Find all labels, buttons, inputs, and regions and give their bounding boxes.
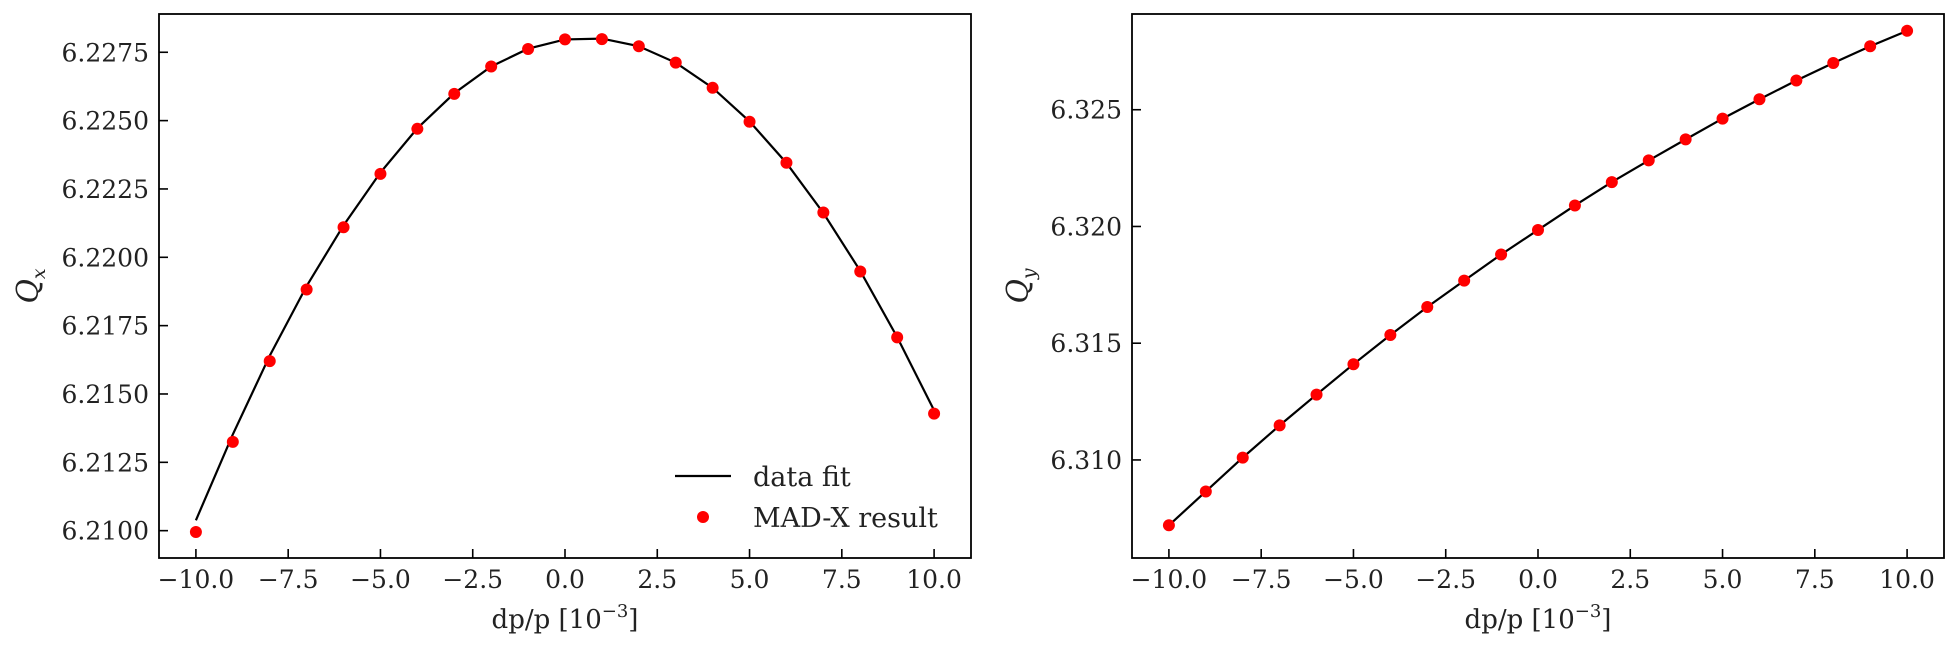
qy-x-tick-label: 0.0 xyxy=(1518,565,1558,594)
qx-x-tick-label: −5.0 xyxy=(350,565,411,594)
qx-data-point xyxy=(485,60,498,73)
qy-x-tick-label: −10.0 xyxy=(1131,565,1208,594)
qx-y-tick-label: 6.2125 xyxy=(62,448,149,477)
qy-x-tick-label: 10.0 xyxy=(1879,565,1935,594)
qx-y-tick-label: 6.2150 xyxy=(62,380,149,409)
qx-y-tick-label: 6.2225 xyxy=(62,175,149,204)
qy-data-point xyxy=(1864,40,1877,53)
qx-x-axis-label: dp/p [10−3] xyxy=(492,601,639,635)
qx-x-tick-label: −7.5 xyxy=(258,565,319,594)
qy-data-point xyxy=(1532,223,1544,236)
qx-data-point xyxy=(817,206,830,219)
qy-data-point xyxy=(1384,329,1397,342)
qx-data-point xyxy=(706,81,719,94)
qy-data-point xyxy=(1458,274,1471,287)
qx-data-point xyxy=(263,355,276,368)
qx-data-point xyxy=(669,56,682,69)
qy-plot-frame xyxy=(1131,13,1945,559)
qx-data-point xyxy=(891,331,904,344)
qy-data-point xyxy=(1199,485,1212,498)
qx-data-point xyxy=(780,156,793,169)
qx-y-tick-label: 6.2275 xyxy=(62,38,149,67)
qy-x-tick-label: 7.5 xyxy=(1795,565,1835,594)
qy-y-tick-label: 6.315 xyxy=(1050,329,1122,358)
legend: data fit MAD-X result xyxy=(675,462,938,534)
qx-data-point xyxy=(448,87,461,100)
qy-data-point xyxy=(1347,358,1360,371)
qx-y-tick-label: 6.2100 xyxy=(62,517,149,546)
qx-x-tick-label: 0.0 xyxy=(545,565,585,594)
qy-panel: −10.0 −7.5 −5.0 −2.5 0.0 2.5 5.0 7.5 10.0 6.310 6.… xyxy=(1001,13,1945,635)
qx-data-point xyxy=(632,40,645,53)
qx-y-axis-label: Qx xyxy=(11,268,50,304)
qy-data-point xyxy=(1273,419,1286,432)
qy-data-point xyxy=(1642,154,1655,167)
qx-data-point xyxy=(300,283,313,296)
qx-fit-line xyxy=(194,37,936,521)
qy-y-tick-label: 6.325 xyxy=(1050,96,1122,125)
qx-data-point xyxy=(522,42,535,55)
qy-data-point xyxy=(1495,248,1508,261)
qx-ticks: −10.0 −7.5 −5.0 −2.5 0.0 2.5 5.0 7.5 10.0 6.2100 6… xyxy=(62,38,962,594)
qy-x-tick-label: −2.5 xyxy=(1415,565,1476,594)
qy-x-tick-label: −5.0 xyxy=(1323,565,1384,594)
qy-data-point xyxy=(1236,451,1249,464)
qx-data-point xyxy=(743,115,756,128)
qx-data-point xyxy=(559,33,571,46)
qx-data-point xyxy=(928,407,941,420)
qx-data-point xyxy=(226,435,239,448)
qx-data-point xyxy=(189,526,202,539)
qx-x-tick-label: 5.0 xyxy=(730,565,770,594)
legend-points-label: MAD-X result xyxy=(753,503,938,534)
qy-data-point xyxy=(1605,176,1618,189)
qy-data-point xyxy=(1827,57,1840,70)
legend-fit-label: data fit xyxy=(753,462,851,493)
qy-x-tick-label: 2.5 xyxy=(1610,565,1650,594)
qy-x-tick-label: 5.0 xyxy=(1703,565,1743,594)
qy-fit-line xyxy=(1168,29,1908,527)
qy-data-point xyxy=(1679,133,1692,146)
qx-x-tick-label: −10.0 xyxy=(158,565,235,594)
qy-plot-marks xyxy=(1162,24,1914,532)
qy-data-point xyxy=(1790,74,1803,87)
qx-x-tick-label: 2.5 xyxy=(637,565,677,594)
qy-data-point xyxy=(1162,519,1175,532)
qx-y-tick-label: 6.2200 xyxy=(62,243,149,272)
qx-x-tick-label: 7.5 xyxy=(822,565,862,594)
qy-x-tick-label: −7.5 xyxy=(1231,565,1292,594)
qy-y-tick-label: 6.310 xyxy=(1050,446,1122,475)
qx-data-point xyxy=(411,122,424,135)
qx-x-tick-label: 10.0 xyxy=(906,565,962,594)
qx-data-point xyxy=(854,265,867,278)
qy-ticks: −10.0 −7.5 −5.0 −2.5 0.0 2.5 5.0 7.5 10.0 6.310 6.… xyxy=(1050,96,1935,594)
qx-panel: −10.0 −7.5 −5.0 −2.5 0.0 2.5 5.0 7.5 10.0 6.2100 6… xyxy=(11,13,972,635)
qx-x-tick-label: −2.5 xyxy=(442,565,503,594)
qx-y-tick-label: 6.2250 xyxy=(62,107,149,136)
qy-y-tick-label: 6.320 xyxy=(1050,212,1122,241)
qy-data-point xyxy=(1568,199,1581,212)
qx-data-point xyxy=(595,33,608,46)
qy-data-point xyxy=(1421,301,1434,314)
legend-points-swatch xyxy=(697,511,709,523)
qx-plot-marks xyxy=(189,33,941,539)
qy-data-point xyxy=(1901,24,1914,37)
qy-y-axis-label: Qy xyxy=(1001,268,1040,304)
qy-x-axis-label: dp/p [10−3] xyxy=(1465,601,1612,635)
qy-data-point xyxy=(1716,112,1729,125)
qy-data-point xyxy=(1753,93,1766,106)
qy-data-point xyxy=(1310,388,1323,401)
qx-data-point xyxy=(337,221,350,234)
qx-y-tick-label: 6.2175 xyxy=(62,312,149,341)
qx-data-point xyxy=(374,167,387,180)
